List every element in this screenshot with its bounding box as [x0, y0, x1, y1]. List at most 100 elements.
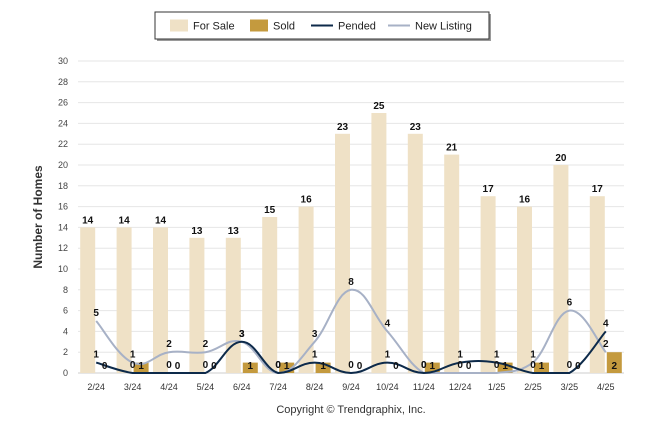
legend-for-sale-label: For Sale [193, 21, 235, 33]
label-pended: 0 [130, 360, 136, 371]
label-pended: 1 [457, 350, 463, 361]
y-tick-label: 22 [58, 139, 68, 149]
x-tick-label: 8/24 [306, 382, 324, 392]
legend: For Sale Sold Pended New Listing [154, 11, 491, 41]
label-for-sale: 20 [555, 153, 567, 164]
label-sold: 1 [539, 361, 545, 372]
legend-sold-label: Sold [273, 21, 295, 33]
label-pended: 0 [348, 360, 354, 371]
x-tick-label: 3/24 [124, 382, 142, 392]
label-new-listing: 0 [457, 360, 463, 371]
label-new-listing: 1 [130, 350, 136, 361]
label-new-listing: 3 [312, 329, 318, 340]
label-new-listing: 0 [421, 360, 427, 371]
lines-group [95, 288, 607, 375]
x-tick-label: 10/24 [376, 382, 399, 392]
y-tick-label: 8 [63, 285, 68, 295]
x-tick-label: 11/24 [413, 382, 435, 392]
y-tick-label: 12 [58, 243, 68, 253]
label-new-listing: 6 [567, 298, 573, 309]
bar-for-sale [480, 196, 496, 373]
bar-for-sale [80, 227, 96, 373]
legend-for-sale-swatch [170, 19, 188, 32]
x-tick-label: 7/24 [269, 382, 287, 392]
line-pended [95, 330, 607, 375]
bar-for-sale [116, 227, 132, 373]
bar-sold [242, 362, 258, 373]
label-pended: 1 [494, 350, 500, 361]
label-sold: 0 [357, 361, 363, 372]
y-axis-title: Number of Homes [31, 165, 45, 269]
x-tick-label: 5/24 [197, 382, 215, 392]
label-pended: 0 [203, 360, 209, 371]
label-new-listing: 3 [239, 329, 245, 340]
x-tick-label: 1/25 [488, 382, 506, 392]
bar-sold [133, 362, 149, 373]
label-new-listing: 2 [603, 339, 609, 350]
x-tick-label: 2/24 [87, 382, 105, 392]
label-for-sale: 21 [446, 143, 458, 154]
y-tick-label: 26 [58, 98, 68, 108]
y-tick-label: 6 [63, 306, 68, 316]
label-pended: 0 [275, 360, 281, 371]
label-for-sale: 15 [264, 205, 276, 216]
label-new-listing: 0 [494, 360, 500, 371]
bar-sold [315, 362, 331, 373]
label-sold: 1 [502, 361, 508, 372]
label-pended: 0 [421, 360, 427, 371]
label-pended: 1 [385, 350, 391, 361]
bar-for-sale [262, 217, 278, 373]
label-sold: 0 [211, 361, 217, 372]
label-pended: 4 [603, 318, 609, 329]
label-pended: 3 [239, 329, 245, 340]
label-for-sale: 25 [373, 101, 385, 112]
bars-group [80, 113, 622, 373]
label-for-sale: 13 [191, 226, 203, 237]
bar-for-sale [371, 113, 387, 373]
y-tick-label: 16 [58, 202, 68, 212]
x-tick-label: 6/24 [233, 382, 251, 392]
label-new-listing: 5 [93, 308, 99, 319]
label-new-listing: 2 [166, 339, 172, 350]
bar-for-sale [407, 133, 423, 373]
label-for-sale: 13 [228, 226, 240, 237]
label-new-listing: 1 [530, 350, 536, 361]
label-sold: 1 [284, 361, 290, 372]
y-tick-label: 30 [58, 56, 68, 66]
x-tick-label: 9/24 [342, 382, 360, 392]
label-pended: 1 [312, 350, 318, 361]
label-sold: 0 [393, 361, 399, 372]
bar-for-sale [517, 206, 532, 373]
label-sold: 1 [320, 361, 326, 372]
label-for-sale: 14 [155, 215, 167, 226]
bar-sold [497, 362, 513, 373]
x-tick-label: 3/25 [561, 382, 579, 392]
y-tick-label: 10 [58, 264, 68, 274]
bar-for-sale [153, 227, 168, 373]
label-for-sale: 23 [410, 122, 422, 133]
label-sold: 1 [248, 361, 254, 372]
bar-for-sale [589, 196, 605, 373]
y-tick-label: 18 [58, 181, 68, 191]
data-labels-group: 1405114110140201302013133151001613123080… [82, 101, 617, 372]
copyright-footer: Copyright © Trendgraphix, Inc. [276, 404, 425, 416]
label-sold: 0 [575, 361, 581, 372]
label-pended: 1 [93, 350, 99, 361]
label-for-sale: 14 [82, 215, 94, 226]
label-new-listing: 4 [385, 318, 391, 329]
y-tick-label: 14 [58, 222, 68, 232]
label-for-sale: 16 [301, 195, 313, 206]
label-sold: 0 [175, 361, 181, 372]
y-tick-label: 20 [58, 160, 68, 170]
bar-for-sale [444, 154, 460, 373]
y-tick-label: 2 [63, 347, 68, 357]
x-tick-label: 2/25 [524, 382, 542, 392]
bar-for-sale [335, 133, 350, 373]
legend-new-listing-label: New Listing [415, 21, 472, 33]
x-tick-label: 12/24 [449, 382, 472, 392]
label-sold: 1 [430, 361, 436, 372]
label-new-listing: 8 [348, 277, 354, 288]
